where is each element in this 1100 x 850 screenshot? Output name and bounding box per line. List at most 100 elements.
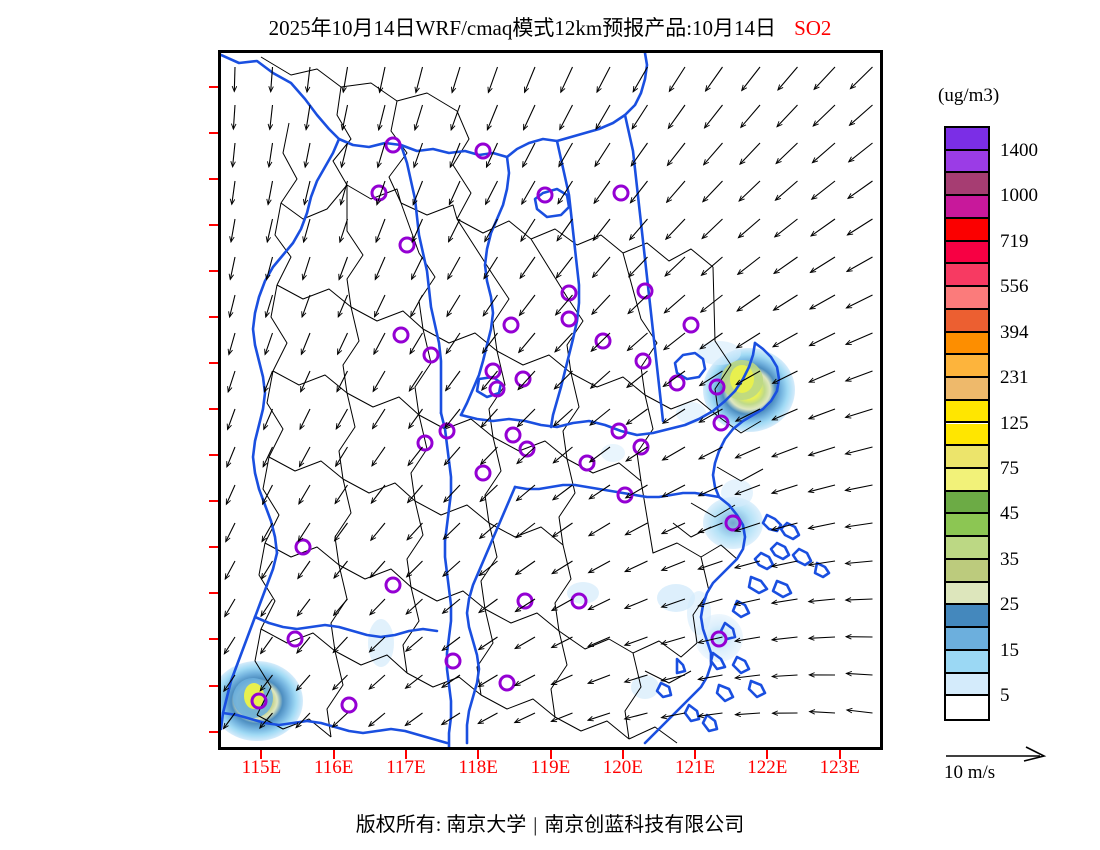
wind-arrow: [554, 332, 573, 353]
x-axis-tick-mark: [621, 750, 624, 759]
wind-arrow: [486, 104, 499, 131]
wind-arrow: [516, 446, 536, 465]
wind-arrow: [733, 522, 761, 533]
x-axis-tick-mark: [477, 750, 480, 759]
colorbar-band: [946, 446, 988, 469]
colorbar-band: [946, 582, 988, 606]
wind-arrow: [626, 370, 648, 389]
wind-arrow: [624, 484, 648, 499]
wind-arrow: [771, 408, 798, 421]
wind-arrow: [406, 484, 423, 504]
wind-arrow: [551, 484, 573, 501]
colorbar-band: [946, 628, 988, 651]
wind-arrow: [264, 332, 274, 356]
wind-arrow: [377, 104, 386, 132]
x-axis-tick-label: 119E: [530, 757, 571, 778]
wind-arrow: [702, 142, 723, 166]
wind-arrow: [446, 294, 461, 318]
wind-arrow: [697, 674, 723, 682]
wind-arrow: [630, 142, 648, 167]
wind-arrow: [337, 294, 349, 319]
colorbar-tick-label: 1000: [1000, 185, 1038, 207]
x-axis-tick-mark: [766, 750, 769, 759]
y-axis-tick-mark: [209, 684, 218, 687]
wind-arrow: [586, 712, 611, 722]
wind-arrow: [660, 598, 686, 609]
wind-arrow: [845, 670, 873, 677]
wind-arrow: [479, 446, 498, 466]
map-plot-area[interactable]: [218, 50, 883, 750]
wind-arrow: [697, 636, 723, 645]
wind-arrow: [848, 104, 873, 127]
wind-arrow: [334, 446, 348, 468]
wind-arrow: [413, 104, 424, 132]
wind-arrow: [808, 709, 836, 715]
wind-arrow: [296, 636, 311, 654]
colorbar-band: [946, 514, 988, 538]
wind-arrow: [808, 294, 836, 310]
wind-arrow: [408, 370, 423, 393]
wind-arrow: [303, 142, 311, 169]
wind-arrow: [623, 636, 648, 647]
wind-arrow: [440, 674, 461, 689]
y-axis-tick-mark: [209, 408, 218, 411]
wind-arrow: [478, 598, 498, 614]
wind-arrow: [770, 522, 798, 532]
wind-arrow: [704, 66, 723, 93]
wind-arrow: [807, 446, 836, 457]
colorbar-units-label: (ug/m3): [938, 85, 1000, 106]
colorbar-band: [946, 650, 988, 674]
wind-arrow: [441, 598, 461, 615]
colorbar-band: [946, 537, 988, 560]
wind-arrow: [663, 294, 686, 314]
wind-arrow: [376, 142, 386, 169]
wind-arrow: [589, 370, 611, 389]
wind-arrow: [477, 674, 498, 688]
wind-arrow: [623, 598, 648, 609]
wind-arrow: [371, 408, 386, 430]
wind-arrow: [845, 256, 873, 273]
wind-arrow: [697, 560, 723, 571]
wind-arrow: [698, 408, 723, 423]
wind-arrow: [481, 370, 498, 392]
wind-arrow: [225, 522, 236, 543]
colorbar-band: [946, 673, 988, 697]
wind-arrow: [625, 446, 648, 462]
colorbar-band: [946, 196, 988, 219]
wind-arrow: [807, 522, 836, 531]
wind-arrow: [477, 636, 498, 651]
colorbar-tick-label: 25: [1000, 594, 1019, 616]
wind-arrow: [771, 370, 798, 384]
wind-arrow: [809, 256, 836, 274]
colorbar[interactable]: [944, 126, 990, 721]
wind-arrow: [627, 256, 648, 278]
wind-arrow: [228, 256, 236, 281]
wind-arrow: [629, 180, 648, 204]
colorbar-tick-label: 719: [1000, 230, 1029, 252]
colorbar-band: [946, 173, 988, 197]
wind-arrow: [586, 674, 611, 685]
wind-arrow: [550, 636, 573, 649]
wind-arrow: [845, 707, 873, 714]
wind-arrow: [265, 218, 274, 244]
colorbar-tick-label: 45: [1000, 503, 1019, 525]
wind-arrow: [404, 674, 423, 690]
wind-arrow: [774, 180, 798, 201]
wind-arrow: [261, 484, 273, 506]
wind-scale-label: 10 m/s: [944, 762, 996, 783]
wind-arrow: [408, 408, 423, 430]
wind-arrow: [298, 484, 311, 505]
wind-arrow: [226, 408, 236, 431]
y-axis-tick-mark: [209, 592, 218, 595]
colorbar-band: [946, 468, 988, 492]
wind-arrow: [451, 66, 461, 94]
wind-arrow: [552, 446, 573, 464]
wind-arrow: [295, 674, 311, 692]
wind-arrow: [664, 218, 686, 241]
wind-arrow: [259, 636, 273, 655]
wind-arrow: [331, 674, 348, 691]
wind-arrow: [844, 408, 873, 419]
wind-arrow: [407, 446, 423, 467]
wind-arrow: [770, 446, 798, 458]
title-main-text: 2025年10月14日WRF/cmaq模式12km预报产品:10月14日: [268, 16, 777, 40]
